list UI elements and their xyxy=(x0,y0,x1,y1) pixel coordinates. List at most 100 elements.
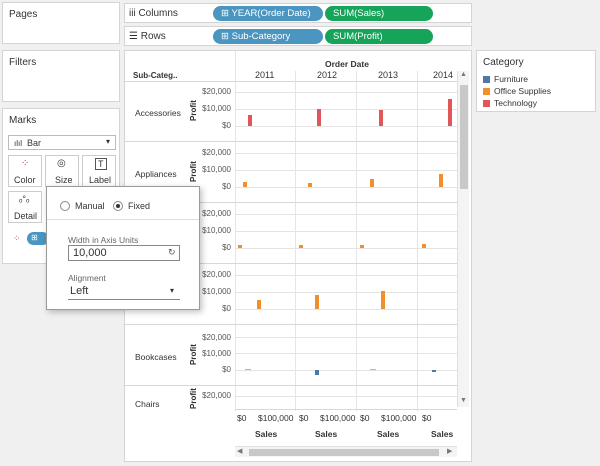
horizontal-scroll-thumb[interactable] xyxy=(249,449,439,456)
y-tick: $10,000 xyxy=(202,104,231,113)
sum-sales-pill[interactable]: SUM(Sales) xyxy=(325,6,433,21)
sum-profit-pill[interactable]: SUM(Profit) xyxy=(325,29,433,44)
gridline xyxy=(235,353,457,354)
year-order-date-pill[interactable]: ⊞ YEAR(Order Date) xyxy=(213,6,323,21)
bar-row4-2011[interactable] xyxy=(257,300,261,309)
x-tick-0: $0 xyxy=(360,413,370,423)
legend-label: Office Supplies xyxy=(494,86,552,96)
row-label-accessories[interactable]: Accessories xyxy=(135,108,181,118)
label-card[interactable]: T Label xyxy=(82,155,116,187)
bar-bookcases-2014[interactable] xyxy=(432,370,436,372)
sales-axis-title: Sales xyxy=(377,429,400,439)
mark-type-value: Bar xyxy=(27,138,42,148)
year-pill-label: YEAR(Order Date) xyxy=(231,8,311,19)
filters-pane[interactable]: Filters xyxy=(2,50,120,102)
bar-appliances-2011[interactable] xyxy=(243,182,247,187)
y-tick: $0 xyxy=(222,121,231,130)
profit-pill-label: SUM(Profit) xyxy=(333,31,383,42)
gridline xyxy=(235,170,457,171)
color-field-pill[interactable]: ⊞ xyxy=(27,232,49,245)
horizontal-scrollbar[interactable]: ◀ ▶ xyxy=(235,446,457,457)
bar-row4-2012[interactable] xyxy=(315,295,319,309)
bar-accessories-2014[interactable] xyxy=(448,99,452,126)
y-tick: $10,000 xyxy=(202,287,231,296)
bar-accessories-2011[interactable] xyxy=(248,115,252,126)
reset-icon[interactable]: ↻ xyxy=(168,247,176,257)
fixed-radio[interactable] xyxy=(113,201,123,211)
detail-card[interactable]: ₒ°ₒ Detail xyxy=(8,191,42,223)
panel-divider xyxy=(125,385,457,386)
bar-accessories-2012[interactable] xyxy=(317,109,321,126)
legend-label: Technology xyxy=(494,98,538,108)
chevron-down-icon: ▾ xyxy=(170,286,175,295)
bar-row3-2011[interactable] xyxy=(238,245,242,248)
alignment-dropdown[interactable]: Left ▾ xyxy=(68,284,180,300)
scroll-right-icon[interactable]: ▶ xyxy=(447,448,453,455)
size-card[interactable]: ◎ Size xyxy=(45,155,79,187)
bar-row3-2013[interactable] xyxy=(360,245,364,248)
bar-bookcases-2013[interactable] xyxy=(370,369,376,370)
rows-label: Rows xyxy=(140,31,166,42)
legend-label: Furniture xyxy=(494,74,529,84)
y-tick: $20,000 xyxy=(202,270,231,279)
sales-pill-label: SUM(Sales) xyxy=(333,8,385,19)
y-tick: $0 xyxy=(222,243,231,252)
scroll-left-icon[interactable]: ◀ xyxy=(237,448,243,455)
technology-swatch xyxy=(483,100,490,107)
column-divider xyxy=(417,71,418,411)
office-supplies-swatch xyxy=(483,88,490,95)
sales-axis-title: Sales xyxy=(431,429,454,439)
color-card[interactable]: ⁘ Color xyxy=(8,155,42,187)
gridline xyxy=(235,370,457,371)
detail-label: Detail xyxy=(14,211,38,221)
row-label-appliances[interactable]: Appliances xyxy=(135,169,177,179)
bar-bookcases-2012[interactable] xyxy=(315,370,319,375)
panel-divider xyxy=(125,202,457,203)
bar-row4-2013[interactable] xyxy=(381,291,385,309)
color-label: Color xyxy=(14,175,36,185)
bar-appliances-2014[interactable] xyxy=(439,174,443,187)
width-input[interactable]: 10,000 ↻ xyxy=(68,245,180,261)
legend-item-furniture[interactable]: Furniture xyxy=(483,74,528,84)
manual-label: Manual xyxy=(75,201,105,211)
year-header-2014: 2014 xyxy=(433,70,454,80)
gridline xyxy=(235,396,457,397)
gridline xyxy=(235,187,457,188)
mark-type-dropdown[interactable]: ılıl Bar ▾ xyxy=(8,135,116,150)
row-label-chairs[interactable]: Chairs xyxy=(135,399,160,409)
bar-appliances-2013[interactable] xyxy=(370,179,374,187)
gridline xyxy=(235,214,457,215)
legend-title: Category xyxy=(483,57,524,68)
bar-bookcases-2011[interactable] xyxy=(245,369,251,370)
sub-category-pill[interactable]: ⊞ Sub-Category xyxy=(213,29,323,44)
header-divider xyxy=(125,81,457,82)
gridline xyxy=(235,92,457,93)
popup-divider xyxy=(47,219,199,220)
bar-accessories-2013[interactable] xyxy=(379,110,383,126)
row-label-bookcases[interactable]: Bookcases xyxy=(135,352,177,362)
y-tick: $20,000 xyxy=(202,333,231,342)
scroll-down-icon[interactable]: ▼ xyxy=(460,397,467,404)
sales-axis-title: Sales xyxy=(255,429,278,439)
scroll-up-icon[interactable]: ▲ xyxy=(460,71,467,78)
vertical-scroll-thumb[interactable] xyxy=(460,85,468,189)
manual-radio[interactable] xyxy=(60,201,70,211)
pages-pane[interactable]: Pages xyxy=(2,2,120,44)
category-legend[interactable]: Category Furniture Office Supplies Techn… xyxy=(476,50,596,112)
bar-row3-2014[interactable] xyxy=(422,244,426,248)
size-popup[interactable]: Manual Fixed Width in Axis Units 10,000 … xyxy=(46,186,200,310)
legend-item-office-supplies[interactable]: Office Supplies xyxy=(483,86,551,96)
columns-shelf[interactable]: iii Columns ⊞ YEAR(Order Date) SUM(Sales… xyxy=(124,3,472,23)
bar-appliances-2012[interactable] xyxy=(308,183,312,187)
alignment-label: Alignment xyxy=(68,273,106,283)
row-header: Sub-Categ.. xyxy=(133,71,178,80)
color-field-icon: ⁘ xyxy=(13,233,21,243)
rows-shelf[interactable]: ☰ Rows ⊞ Sub-Category SUM(Profit) xyxy=(124,26,472,46)
gridline xyxy=(235,275,457,276)
chevron-down-icon: ▾ xyxy=(106,137,111,146)
column-header: Order Date xyxy=(325,59,369,69)
y-tick: $20,000 xyxy=(202,148,231,157)
vertical-scrollbar[interactable]: ▲ ▼ xyxy=(457,71,469,407)
legend-item-technology[interactable]: Technology xyxy=(483,98,537,108)
bar-row3-2012[interactable] xyxy=(299,245,303,248)
